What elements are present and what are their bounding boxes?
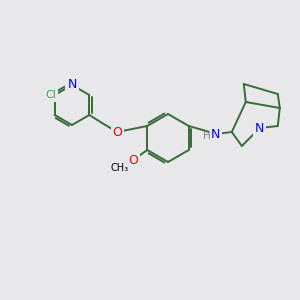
Text: Cl: Cl [45, 90, 56, 100]
Text: N: N [67, 79, 77, 92]
Text: H: H [203, 131, 211, 141]
Text: N: N [211, 128, 220, 140]
Text: O: O [112, 125, 122, 139]
Text: N: N [255, 122, 265, 134]
Text: O: O [128, 154, 138, 166]
Text: CH₃: CH₃ [110, 163, 128, 173]
